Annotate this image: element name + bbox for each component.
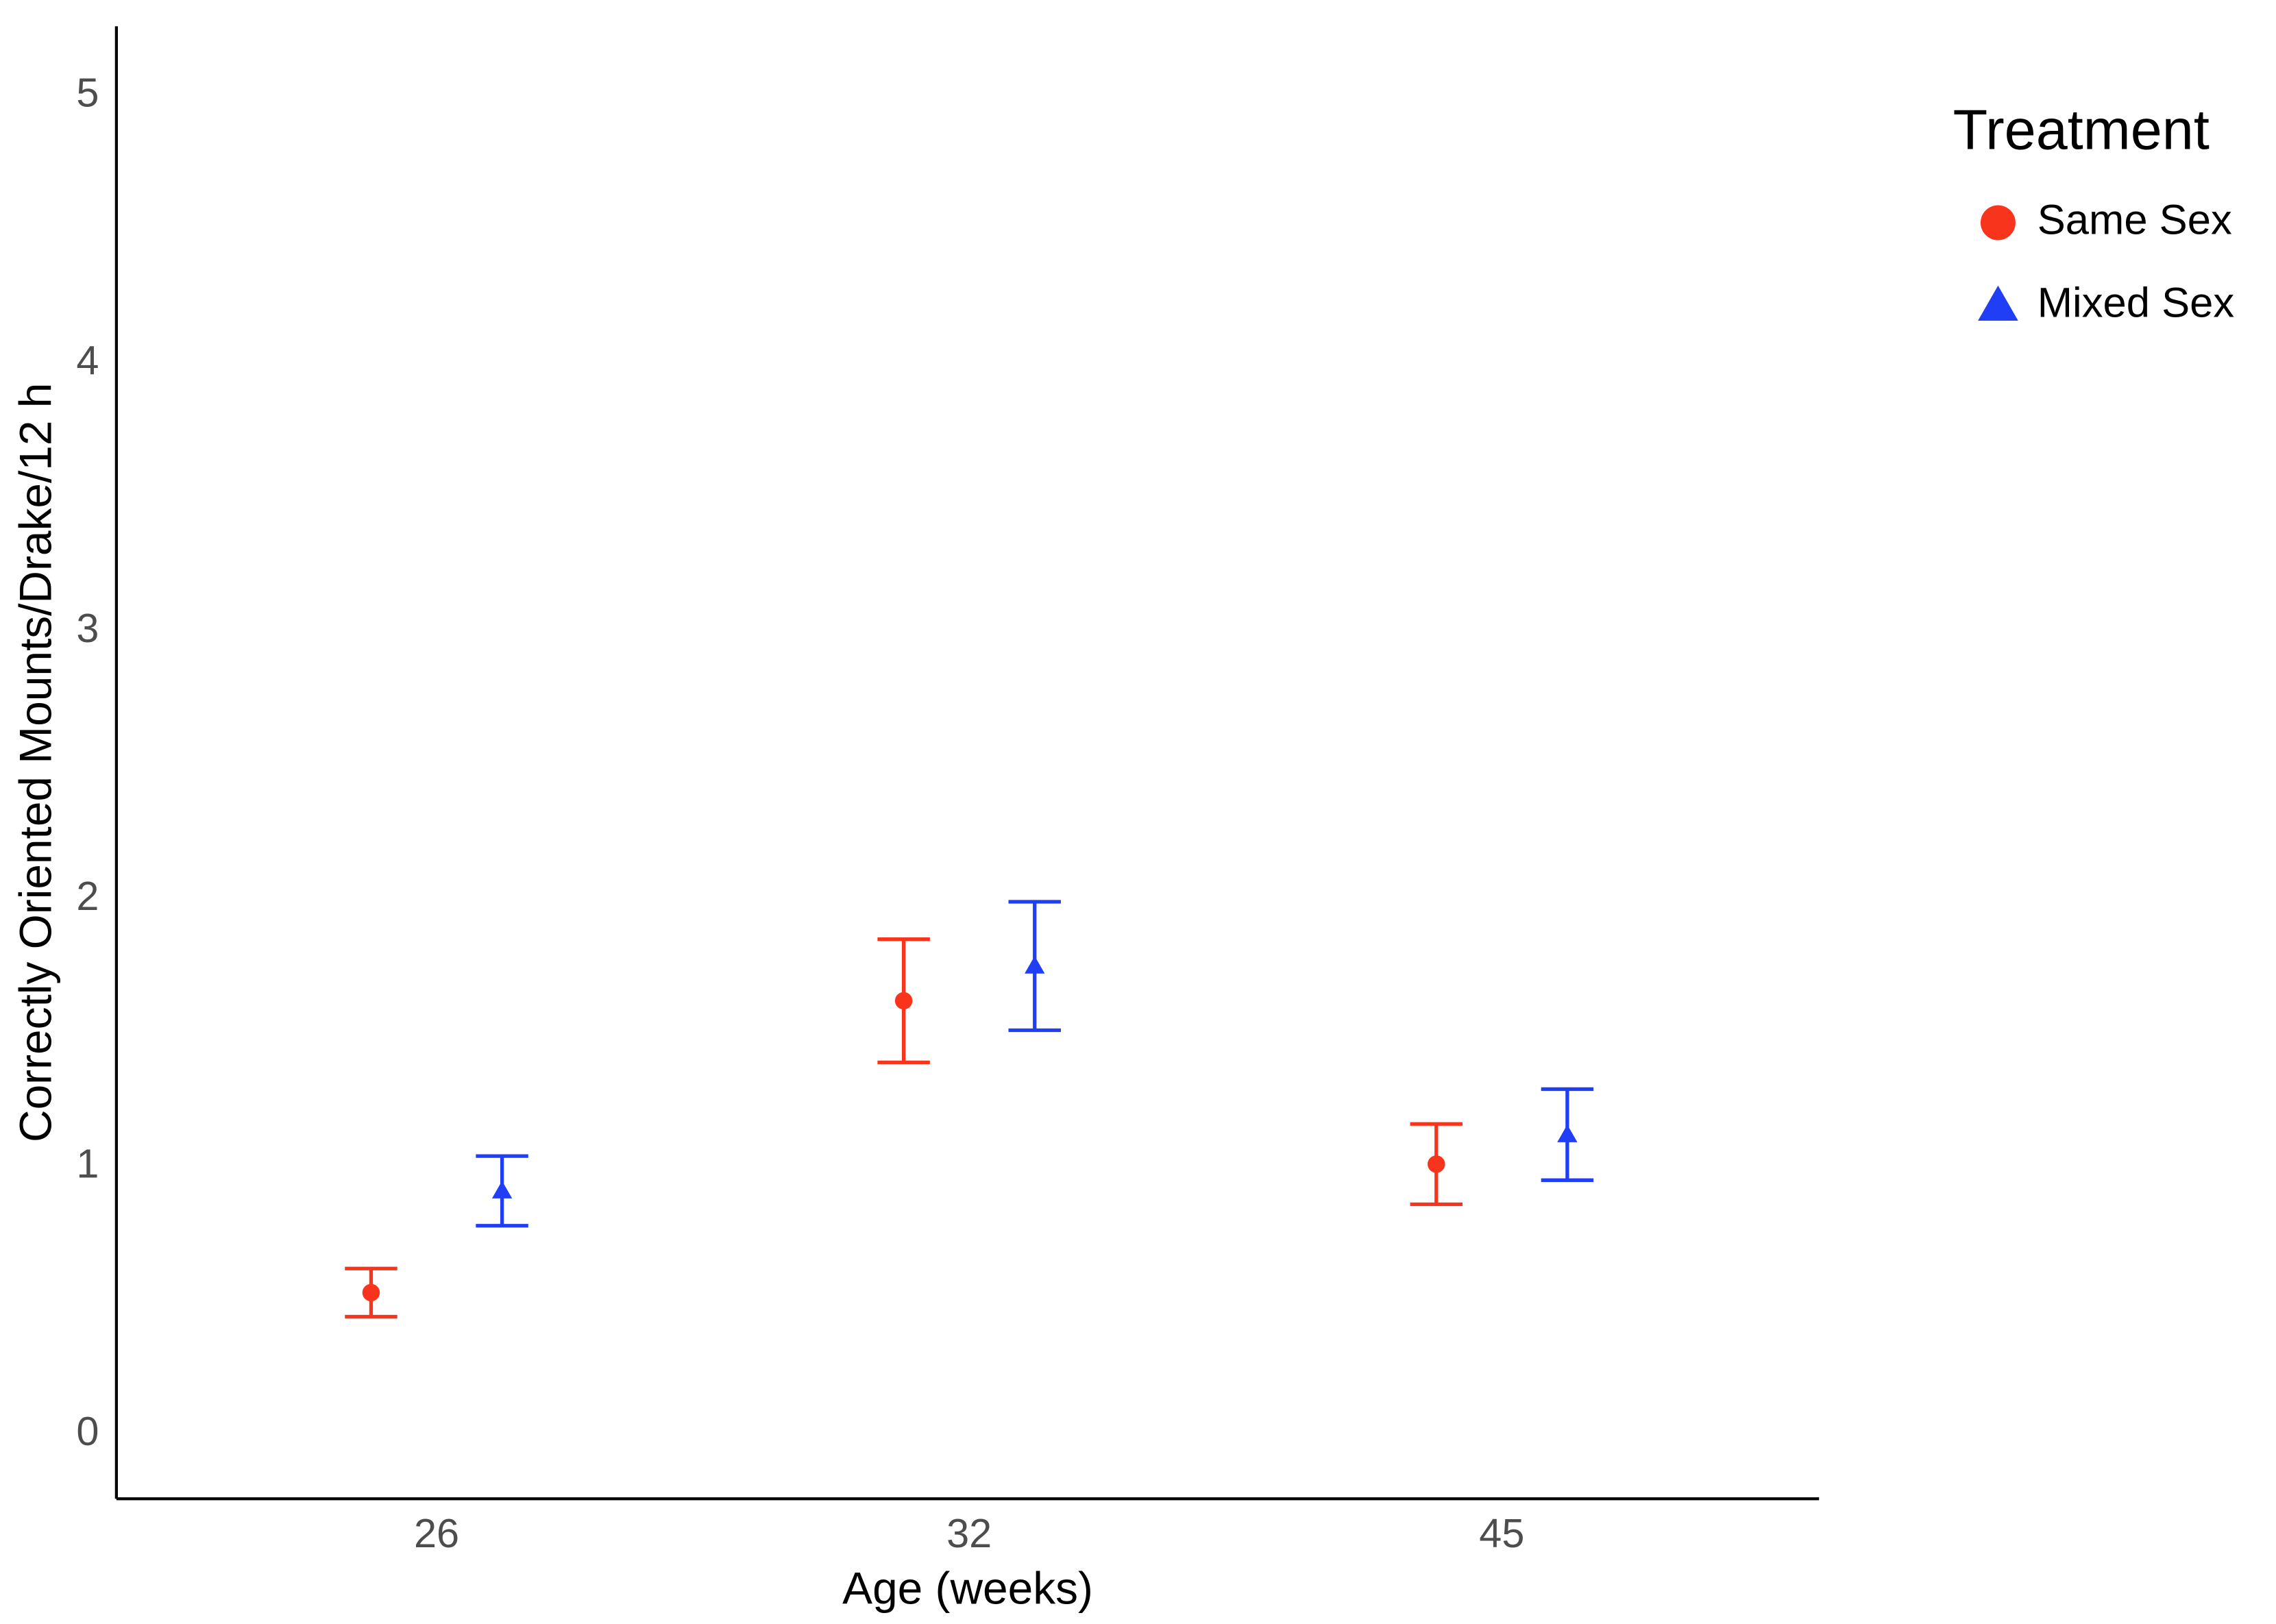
point bbox=[1025, 956, 1045, 974]
legend-label: Same Sex bbox=[2038, 196, 2232, 243]
y-tick-label: 5 bbox=[76, 70, 99, 116]
point bbox=[894, 992, 913, 1010]
legend-title: Treatment bbox=[1953, 97, 2210, 161]
point bbox=[1428, 1155, 1445, 1173]
legend-marker bbox=[1978, 285, 2018, 321]
legend-label: Mixed Sex bbox=[2038, 279, 2235, 326]
y-tick-label: 4 bbox=[76, 337, 99, 383]
y-tick-label: 1 bbox=[76, 1140, 99, 1186]
y-tick-label: 2 bbox=[76, 873, 99, 919]
y-tick-label: 3 bbox=[76, 605, 99, 651]
x-tick-label: 32 bbox=[946, 1510, 992, 1556]
x-axis-title: Age (weeks) bbox=[842, 1563, 1093, 1614]
y-tick-label: 0 bbox=[76, 1408, 99, 1454]
legend-marker bbox=[1980, 205, 2016, 241]
x-tick-label: 26 bbox=[414, 1510, 459, 1556]
point bbox=[491, 1181, 513, 1198]
point bbox=[362, 1283, 380, 1302]
point bbox=[1557, 1124, 1578, 1142]
y-axis-title: Correctly Oriented Mounts/Drake/12 h bbox=[10, 383, 61, 1142]
x-tick-label: 45 bbox=[1479, 1510, 1524, 1556]
